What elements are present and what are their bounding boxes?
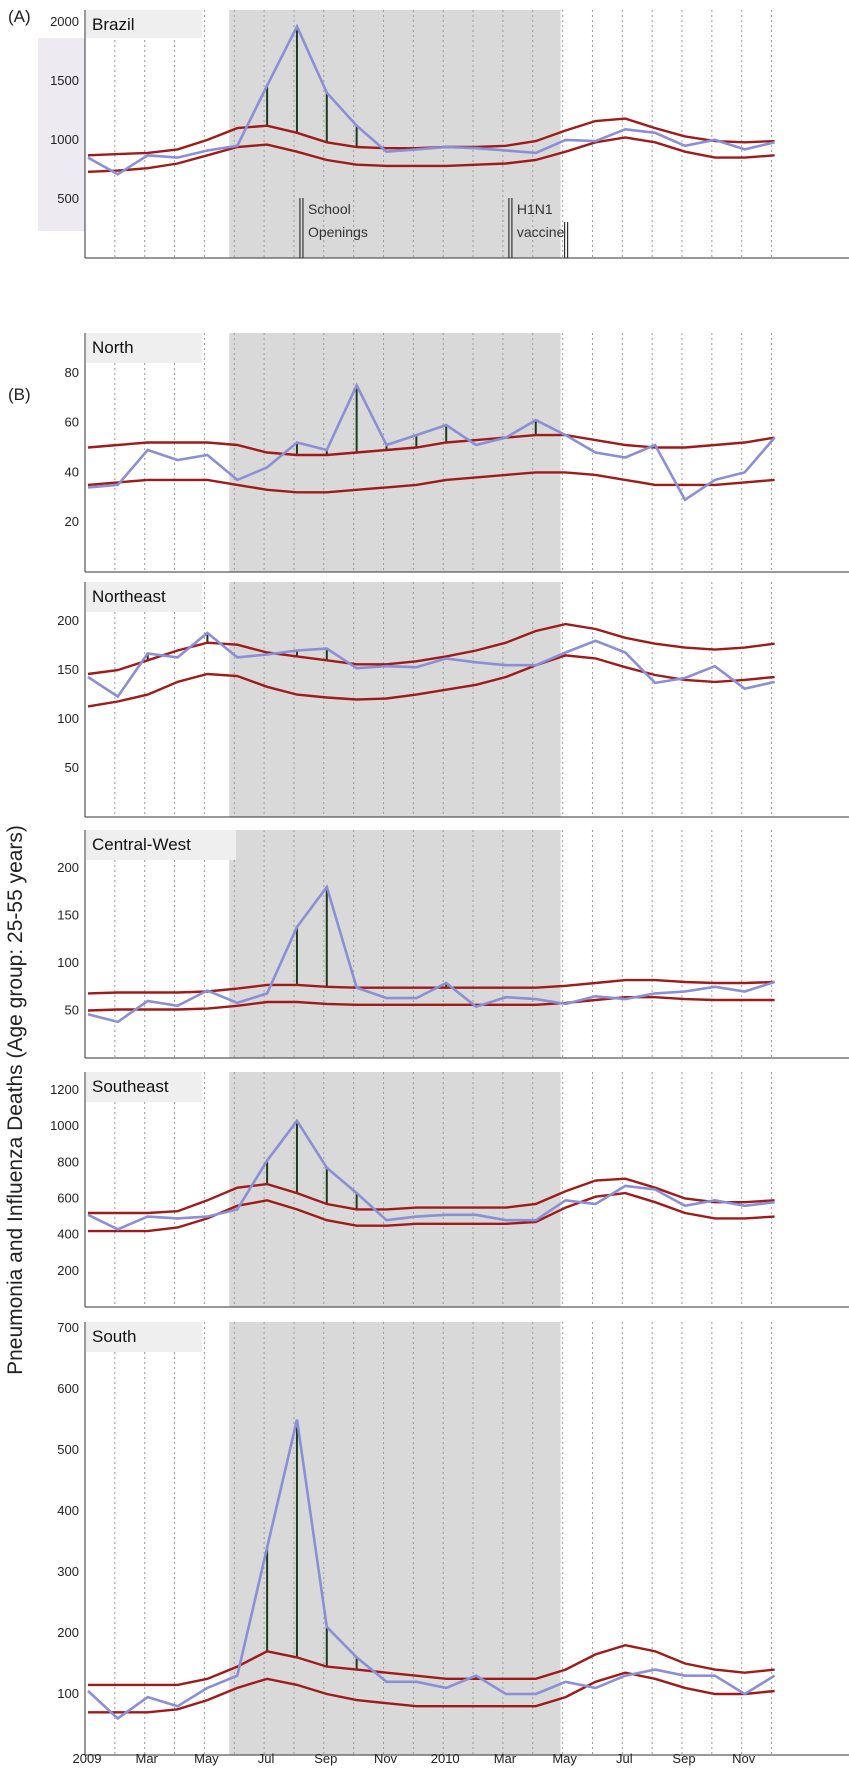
chart-panel-northeast: 50 100 150 200 Northeast bbox=[57, 582, 849, 818]
upper-threshold-line bbox=[87, 433, 775, 457]
lower-threshold-line bbox=[88, 1671, 775, 1714]
observed-line bbox=[87, 1118, 775, 1231]
panel-title-box bbox=[86, 830, 236, 860]
y-tick-label: 100 bbox=[57, 711, 79, 726]
y-tick-label: 40 bbox=[65, 464, 79, 479]
y-axis-band bbox=[38, 38, 85, 231]
y-tick-label: 1200 bbox=[50, 1082, 79, 1097]
shaded-period bbox=[229, 10, 561, 258]
y-tick-label: 200 bbox=[57, 860, 79, 875]
x-tick-label: Nov bbox=[732, 1751, 756, 1766]
panel-title: Central-West bbox=[92, 835, 191, 854]
x-tick-label: Sep bbox=[314, 1751, 337, 1766]
shaded-period bbox=[229, 1322, 561, 1755]
lower-threshold-line bbox=[87, 654, 775, 708]
annotation-text: H1N1 bbox=[517, 201, 553, 217]
x-tick-label: Mar bbox=[136, 1751, 159, 1766]
chart-panels: 500 1000 1500 2000 Brazil School Openings H1N1 v… bbox=[38, 10, 849, 1766]
lower-threshold-line bbox=[87, 996, 775, 1012]
panel-title: North bbox=[92, 338, 134, 357]
y-tick-label: 150 bbox=[57, 908, 79, 923]
x-tick-label: 2009 bbox=[73, 1751, 102, 1766]
x-tick-label: May bbox=[552, 1751, 577, 1766]
x-tick-label: Mar bbox=[494, 1751, 517, 1766]
observed-line bbox=[87, 382, 776, 502]
chart-panel-brazil: 500 1000 1500 2000 Brazil School Openings H1N1 v… bbox=[38, 10, 849, 259]
lower-threshold-line bbox=[87, 471, 775, 494]
lower-threshold-line bbox=[87, 136, 775, 173]
y-tick-label: 400 bbox=[57, 1503, 79, 1518]
annotation-text: School bbox=[308, 201, 351, 217]
y-tick-label: 20 bbox=[65, 514, 79, 529]
y-tick-label: 1000 bbox=[50, 132, 79, 147]
panel-title-box bbox=[86, 333, 202, 363]
chart-panel-central-west: 50 100 150 200 Central-West bbox=[57, 830, 849, 1059]
x-tick-label: Nov bbox=[374, 1751, 398, 1766]
upper-threshold-line bbox=[88, 1643, 775, 1687]
panel-label-a: (A) bbox=[8, 7, 31, 26]
chart-panel-southeast: 200 400 600 800 1000 1200 Southeast bbox=[50, 1072, 849, 1308]
y-tick-label: 500 bbox=[57, 191, 79, 206]
panel-title-box bbox=[86, 582, 202, 612]
panel-title: Brazil bbox=[92, 15, 135, 34]
observed-line bbox=[87, 23, 775, 176]
y-tick-label: 300 bbox=[57, 1564, 79, 1579]
y-tick-label: 2000 bbox=[50, 14, 79, 29]
observed-line bbox=[87, 884, 775, 1024]
y-tick-label: 80 bbox=[65, 365, 79, 380]
y-tick-label: 1500 bbox=[50, 73, 79, 88]
lower-threshold-line bbox=[88, 1191, 775, 1233]
y-tick-label: 50 bbox=[65, 1003, 79, 1018]
annotation-text: vaccine bbox=[517, 224, 565, 240]
panel-title-box bbox=[86, 10, 202, 38]
panel-title-box bbox=[86, 1322, 202, 1352]
y-tick-label: 600 bbox=[57, 1191, 79, 1206]
y-tick-label: 700 bbox=[57, 1320, 79, 1335]
observed-line bbox=[87, 631, 775, 699]
y-tick-label: 500 bbox=[57, 1442, 79, 1457]
x-tick-label: Jul bbox=[258, 1751, 275, 1766]
chart-panel-south: 100 200 300 400 500 600 700 South 2009 Mar May Jul S… bbox=[57, 1320, 849, 1766]
annotation-text: Openings bbox=[308, 224, 368, 240]
y-tick-label: 150 bbox=[57, 662, 79, 677]
y-tick-label: 50 bbox=[65, 760, 79, 775]
y-axis-label: Pneumonia and Influenza Deaths (Age grou… bbox=[4, 825, 27, 1375]
panel-label-b: (B) bbox=[8, 385, 31, 404]
x-tick-label: Sep bbox=[672, 1751, 695, 1766]
y-tick-label: 1000 bbox=[50, 1118, 79, 1133]
y-tick-label: 200 bbox=[57, 613, 79, 628]
panel-title: Southeast bbox=[92, 1077, 169, 1096]
panel-title: Northeast bbox=[92, 587, 166, 606]
x-tick-label: Jul bbox=[616, 1751, 633, 1766]
y-tick-label: 200 bbox=[57, 1625, 79, 1640]
y-tick-label: 60 bbox=[65, 415, 79, 430]
shaded-period bbox=[229, 1072, 561, 1307]
panel-title: South bbox=[92, 1327, 136, 1346]
y-tick-label: 100 bbox=[57, 1686, 79, 1701]
observed-line bbox=[87, 1419, 776, 1721]
y-tick-label: 400 bbox=[57, 1227, 79, 1242]
upper-threshold-line bbox=[87, 622, 775, 676]
shaded-period bbox=[229, 582, 561, 817]
x-tick-label: 2010 bbox=[431, 1751, 460, 1766]
chart-panel-north: 20 40 60 80 North bbox=[65, 333, 849, 573]
y-tick-label: 600 bbox=[57, 1381, 79, 1396]
y-tick-label: 200 bbox=[57, 1263, 79, 1278]
shaded-period bbox=[229, 830, 561, 1058]
y-tick-label: 800 bbox=[57, 1154, 79, 1169]
x-tick-label: May bbox=[194, 1751, 219, 1766]
y-tick-label: 100 bbox=[57, 955, 79, 970]
upper-threshold-line bbox=[88, 1177, 775, 1215]
panel-title-box bbox=[86, 1072, 202, 1102]
